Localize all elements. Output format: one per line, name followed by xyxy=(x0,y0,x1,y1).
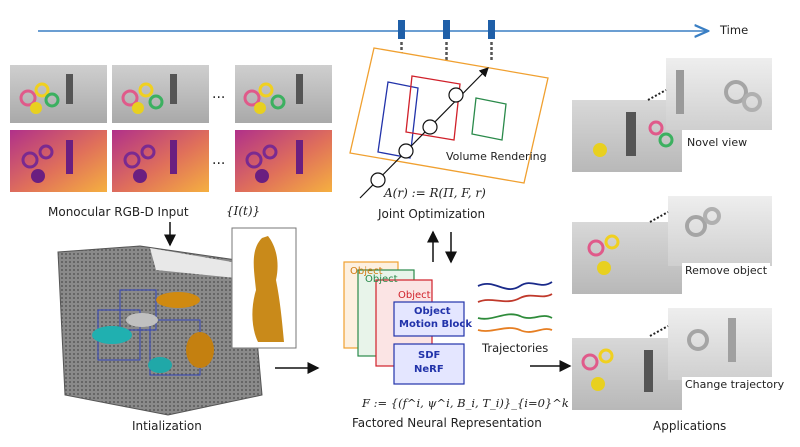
ellipsis-rgb: ... xyxy=(212,86,226,102)
card-back-2-text: Object xyxy=(365,274,398,285)
factored-label: Factored Neural Representation xyxy=(352,416,542,430)
app-change-trajectory xyxy=(572,308,772,410)
depth-frames xyxy=(10,130,332,192)
trajectory-red xyxy=(477,293,553,303)
joint-math: A(r) := R(Π, F, r) xyxy=(384,186,486,200)
app-label-novel-view: Novel view xyxy=(684,135,751,150)
factored-math: F := {(f^i, ψ^i, B_i, T_i)}_{i=0}^k xyxy=(362,396,569,410)
factored-cards xyxy=(343,261,465,385)
init-point-cloud xyxy=(57,227,297,416)
input-math: {I(t)} xyxy=(226,204,261,218)
init-label: Intialization xyxy=(132,419,202,433)
timeline-label: Time xyxy=(720,23,749,37)
app-novel-view xyxy=(572,58,772,172)
card-back-1-text: Object xyxy=(350,266,383,277)
card-front-bottom xyxy=(393,343,465,385)
card-back-3-text: Object xyxy=(398,290,431,301)
volume-rendering-panel xyxy=(349,47,549,199)
trajectory-blue xyxy=(477,281,553,290)
input-label: Monocular RGB-D Input xyxy=(48,205,189,219)
timeline-tick-2 xyxy=(443,20,450,39)
card-nerf-text: NeRF xyxy=(414,364,444,375)
app-label-change-trajectory: Change trajectory xyxy=(682,377,788,392)
timeline-tick-1 xyxy=(398,20,405,39)
joint-label: Joint Optimization xyxy=(378,207,486,221)
rgb-frames xyxy=(10,65,332,123)
trajectory-curves xyxy=(477,281,553,333)
card-motion-block-text: Motion Block xyxy=(399,319,472,330)
trajectory-orange xyxy=(477,327,553,333)
card-object-text: Object xyxy=(414,306,451,317)
timeline-tick-3 xyxy=(488,20,495,39)
ellipsis-depth: ... xyxy=(212,152,226,168)
volume-rendering-label: Volume Rendering xyxy=(446,150,547,163)
app-remove-object xyxy=(572,196,772,294)
card-front-top xyxy=(393,301,465,337)
trajectory-green xyxy=(477,313,553,320)
card-sdf-text: SDF xyxy=(418,350,441,361)
trajectories-label: Trajectories xyxy=(482,341,549,355)
app-label-remove-object: Remove object xyxy=(682,263,771,278)
applications-title: Applications xyxy=(653,419,727,433)
